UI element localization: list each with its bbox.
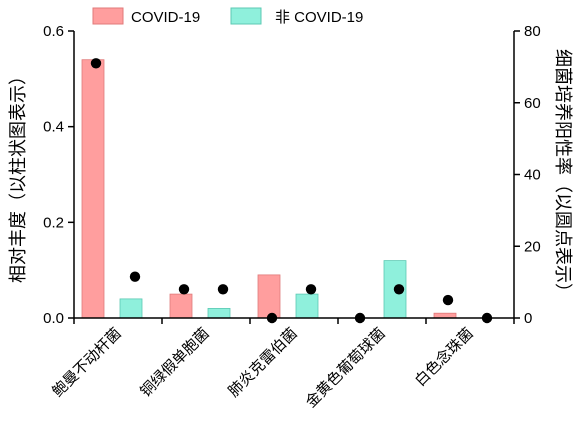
y-left-tick-label-3: 0.6 <box>43 23 64 40</box>
bar-1-1 <box>207 307 231 319</box>
y-axis-right-label: 细菌培养阳性率（以圆点表示） <box>552 49 573 301</box>
dot-0-1 <box>178 284 190 295</box>
legend-swatch-non-covid <box>230 7 262 25</box>
y-right-tick-label-4: 80 <box>524 23 541 40</box>
y-left-tick-label-2: 0.4 <box>43 119 64 136</box>
x-category-label-2: 肺炎克雷伯菌 <box>224 324 300 400</box>
dot-1-1 <box>217 284 229 295</box>
y-left-tick-label-1: 0.2 <box>43 214 64 231</box>
x-category-label-4: 白色念珠菌 <box>411 324 477 390</box>
y-axis-left-label: 相对丰度（以柱状图表示） <box>8 67 29 283</box>
dot-1-0 <box>129 271 141 282</box>
dot-0-4 <box>442 294 454 306</box>
legend-swatch-covid <box>92 7 124 25</box>
dot-0-0 <box>90 58 102 69</box>
y-right-tick-label-0: 0 <box>524 310 532 327</box>
legend-label-non-covid: 非 COVID-19 <box>275 9 363 26</box>
bar-1-0 <box>119 298 143 319</box>
y-left-tick-label-0: 0.0 <box>43 310 64 327</box>
x-category-label-1: 铜绿假单胞菌 <box>136 324 212 400</box>
bars-layer <box>81 59 457 319</box>
bar-0-2 <box>257 274 281 319</box>
bar-1-2 <box>295 293 319 319</box>
bar-0-0 <box>81 59 105 319</box>
axes-layer: 0.0 0.2 0.4 0.6 0 20 40 60 80 鲍曼不动杆菌 铜绿假单胞菌 肺炎克雷伯菌金… <box>43 23 541 411</box>
y-right-tick-label-1: 20 <box>524 238 541 255</box>
bar-0-1 <box>169 293 193 319</box>
dot-1-2 <box>305 284 317 295</box>
dots-layer <box>90 58 493 324</box>
legend-label-covid: COVID-19 <box>131 9 200 26</box>
y-right-tick-label-2: 40 <box>524 167 541 184</box>
y-right-tick-label-3: 60 <box>524 95 541 112</box>
dot-1-3 <box>393 284 405 295</box>
legend: COVID-19 非 COVID-19 <box>92 7 363 26</box>
x-category-label-0: 鲍曼不动杆菌 <box>48 324 124 400</box>
x-category-label-3: 金黄色葡萄球菌 <box>302 324 389 411</box>
